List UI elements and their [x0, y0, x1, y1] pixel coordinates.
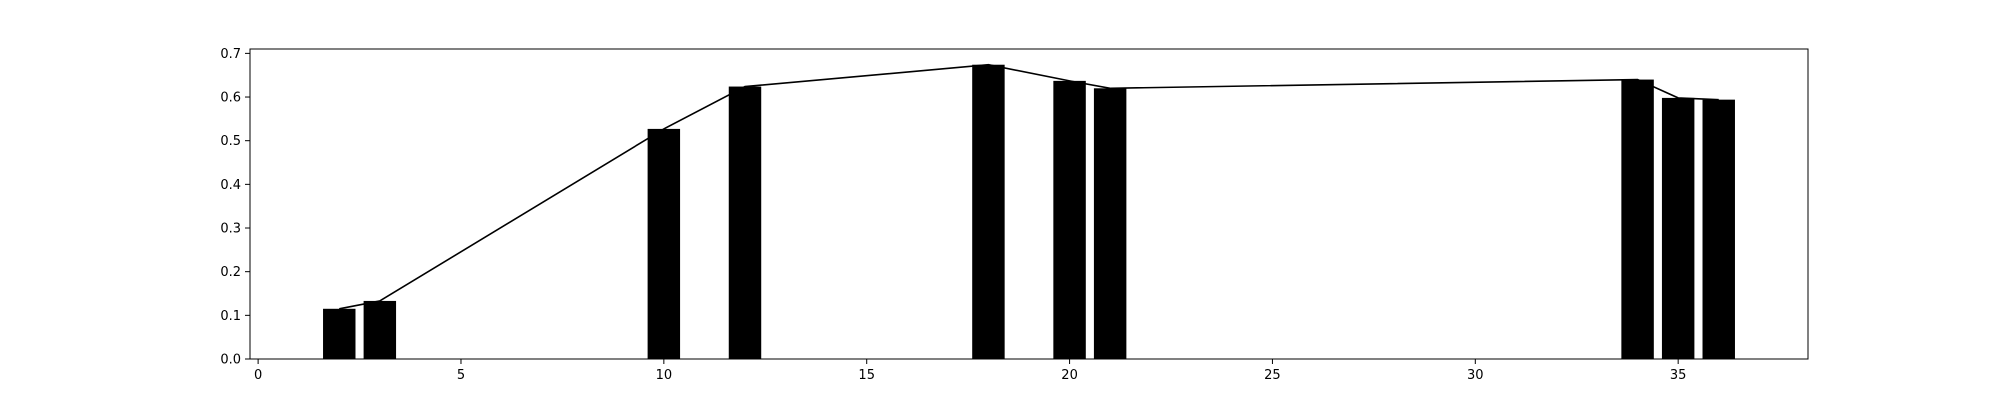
y-tick-label: 0.5 [220, 134, 241, 149]
bar-1 [363, 300, 397, 359]
y-tick-label: 0.7 [220, 47, 241, 62]
y-tick-label: 0.0 [220, 353, 241, 368]
x-tick-label: 10 [656, 368, 673, 383]
bar-4 [972, 64, 1005, 359]
x-tick-label: 25 [1264, 368, 1281, 383]
series-polyline [339, 63, 1719, 310]
bar-8 [1661, 97, 1695, 360]
bar-9 [1702, 99, 1735, 359]
x-tick-label: 15 [858, 368, 875, 383]
bar-0 [323, 308, 356, 359]
x-tick-label: 20 [1061, 368, 1078, 383]
series-line [339, 63, 1719, 310]
bar-6 [1093, 88, 1127, 359]
x-tick-label: 5 [457, 368, 465, 383]
y-tick-label: 0.4 [220, 178, 241, 193]
bar-3 [728, 86, 762, 360]
y-tick-label: 0.3 [220, 222, 241, 237]
bar-2 [647, 128, 681, 359]
bar-5 [1053, 80, 1086, 360]
bars [323, 64, 1735, 360]
bar-7 [1621, 79, 1654, 359]
y-tick-label: 0.2 [220, 265, 241, 280]
y-axis: 0.0 0.1 0.2 0.3 0.4 0.5 0.6 0.7 [220, 47, 250, 368]
plot-frame [249, 48, 1809, 360]
x-tick-label: 30 [1467, 368, 1484, 383]
x-axis: 0 5 10 15 20 25 30 35 [254, 359, 1686, 383]
y-tick-label: 0.6 [220, 91, 241, 106]
x-tick-label: 0 [254, 368, 262, 383]
x-tick-label: 35 [1670, 368, 1687, 383]
y-tick-label: 0.1 [220, 309, 241, 324]
